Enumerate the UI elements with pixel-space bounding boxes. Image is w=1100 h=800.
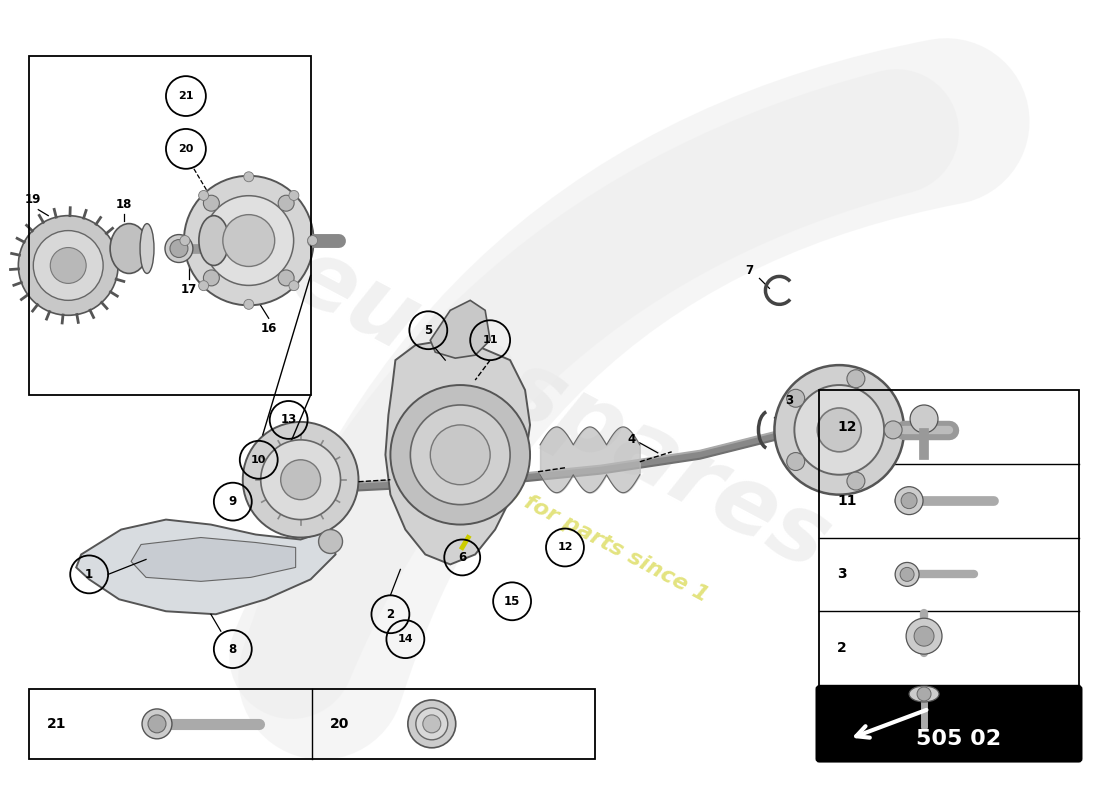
Circle shape xyxy=(884,421,902,439)
Circle shape xyxy=(774,365,904,494)
Text: 13: 13 xyxy=(280,414,297,426)
Circle shape xyxy=(244,299,254,310)
Bar xyxy=(30,56,310,395)
Circle shape xyxy=(199,281,209,290)
Text: 1: 1 xyxy=(837,715,847,729)
Polygon shape xyxy=(131,538,296,582)
Text: 19: 19 xyxy=(25,193,42,206)
Circle shape xyxy=(223,214,275,266)
Text: 20: 20 xyxy=(330,717,350,731)
Circle shape xyxy=(794,385,884,474)
Text: 2: 2 xyxy=(837,641,847,655)
Circle shape xyxy=(278,270,294,286)
Circle shape xyxy=(244,172,254,182)
Circle shape xyxy=(33,230,103,300)
FancyArrowPatch shape xyxy=(292,132,896,657)
Circle shape xyxy=(278,195,294,211)
Circle shape xyxy=(280,460,320,500)
Circle shape xyxy=(847,472,865,490)
Circle shape xyxy=(817,408,861,452)
Circle shape xyxy=(410,405,510,505)
Circle shape xyxy=(289,190,299,201)
Text: 15: 15 xyxy=(504,594,520,608)
Text: 17: 17 xyxy=(180,283,197,297)
Circle shape xyxy=(199,190,209,201)
Circle shape xyxy=(917,687,931,701)
Text: 9: 9 xyxy=(229,495,236,508)
Circle shape xyxy=(786,453,805,470)
Circle shape xyxy=(910,405,938,433)
Circle shape xyxy=(422,715,441,733)
Circle shape xyxy=(895,562,920,586)
Text: a passion for parts since 1: a passion for parts since 1 xyxy=(409,433,712,606)
Circle shape xyxy=(308,235,318,246)
Text: 1: 1 xyxy=(85,568,94,581)
Circle shape xyxy=(170,239,188,258)
Text: 21: 21 xyxy=(47,717,67,731)
Text: 11: 11 xyxy=(483,335,498,346)
Text: 21: 21 xyxy=(178,91,194,101)
FancyArrowPatch shape xyxy=(321,122,946,676)
Polygon shape xyxy=(76,519,336,614)
Polygon shape xyxy=(385,340,530,565)
Circle shape xyxy=(416,708,448,740)
Bar xyxy=(30,689,595,758)
Circle shape xyxy=(148,715,166,733)
Text: 5: 5 xyxy=(425,324,432,337)
Circle shape xyxy=(261,440,341,519)
Text: 18: 18 xyxy=(116,198,132,210)
Circle shape xyxy=(430,425,491,485)
Text: 6: 6 xyxy=(458,551,466,564)
Text: 11: 11 xyxy=(837,494,857,508)
Circle shape xyxy=(906,618,942,654)
Text: 12: 12 xyxy=(558,542,573,553)
Text: 7: 7 xyxy=(746,264,754,277)
Circle shape xyxy=(390,385,530,525)
Text: 2: 2 xyxy=(386,608,395,621)
Circle shape xyxy=(895,486,923,514)
Ellipse shape xyxy=(199,216,229,266)
Text: 14: 14 xyxy=(397,634,414,644)
Circle shape xyxy=(786,390,805,407)
Text: 3: 3 xyxy=(785,394,793,406)
Polygon shape xyxy=(430,300,491,358)
Circle shape xyxy=(180,235,190,246)
Circle shape xyxy=(204,270,219,286)
Text: 10: 10 xyxy=(251,454,266,465)
Circle shape xyxy=(847,370,865,388)
Circle shape xyxy=(142,709,172,739)
Bar xyxy=(820,390,1079,758)
Ellipse shape xyxy=(909,686,939,702)
Text: eurospares: eurospares xyxy=(275,229,846,591)
Text: 20: 20 xyxy=(178,144,194,154)
Ellipse shape xyxy=(140,224,154,274)
Circle shape xyxy=(204,195,219,211)
Text: 12: 12 xyxy=(837,420,857,434)
Circle shape xyxy=(51,247,86,283)
Text: 4: 4 xyxy=(628,434,636,446)
Circle shape xyxy=(900,567,914,582)
Text: 8: 8 xyxy=(229,642,236,656)
Circle shape xyxy=(165,234,192,262)
Circle shape xyxy=(184,176,314,306)
FancyBboxPatch shape xyxy=(816,686,1081,762)
Circle shape xyxy=(19,216,118,315)
Circle shape xyxy=(901,493,917,509)
Circle shape xyxy=(914,626,934,646)
Circle shape xyxy=(408,700,455,748)
Text: 16: 16 xyxy=(261,322,277,335)
Circle shape xyxy=(204,196,294,286)
Ellipse shape xyxy=(110,224,148,274)
Circle shape xyxy=(243,422,359,538)
Text: 3: 3 xyxy=(837,567,847,582)
Text: 505 02: 505 02 xyxy=(916,729,1001,749)
Circle shape xyxy=(289,281,299,290)
Circle shape xyxy=(319,530,342,554)
